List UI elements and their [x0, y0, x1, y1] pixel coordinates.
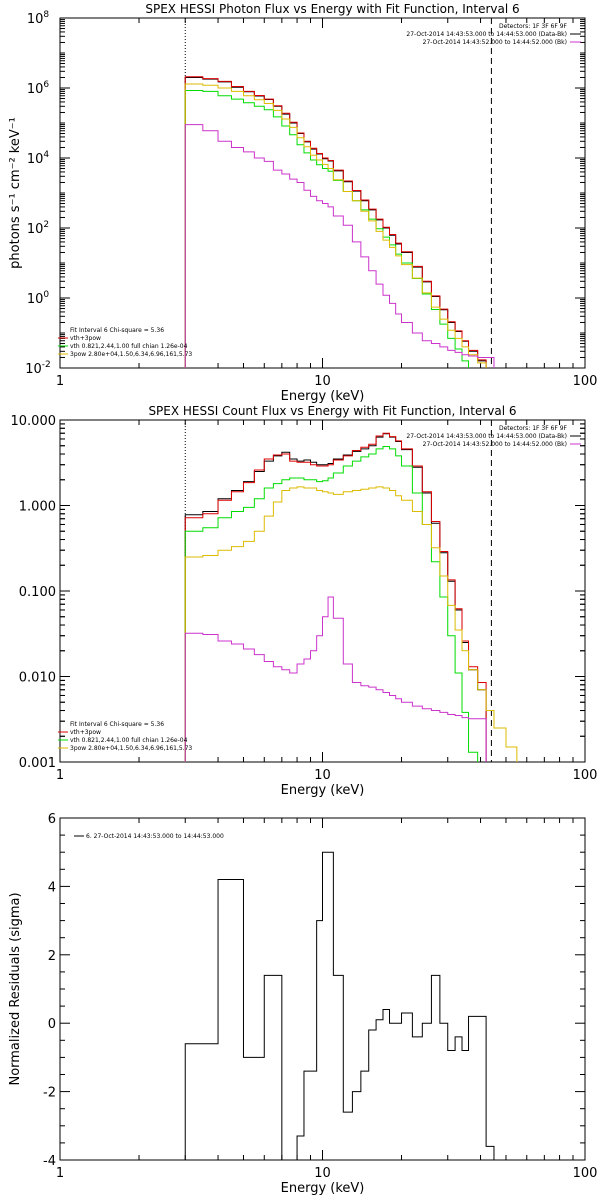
chart-panel-1: 1 10 100 0.001 0.010 0.100 1.000 10.000 SPEX HES…	[11, 404, 598, 798]
plot-frame	[59, 419, 586, 763]
legend-entry: 27-Oct-2014 14:43:53.000 to 14:44:53.000…	[406, 31, 567, 38]
x-tick-label: 100	[573, 374, 598, 389]
legend-entry: 6. 27-Oct-2014 14:43:53.000 to 14:44:53.…	[86, 833, 224, 840]
plot-area	[184, 18, 495, 368]
y-tick-label: 1.000	[19, 500, 56, 515]
y-tick-label: 2	[48, 949, 56, 964]
y-axis-label: photons s⁻¹ cm⁻² keV⁻¹	[8, 117, 23, 269]
x-axis-label: Energy (keV)	[281, 783, 365, 798]
y-tick-label: 106	[27, 80, 50, 97]
y-tick-label: 0	[48, 1017, 56, 1032]
x-axis-label: Energy (keV)	[281, 389, 365, 404]
y-tick-label: 10-2	[25, 360, 51, 377]
chart-panel-2: 1 10 100 -4 -2 0 2 4 6 Energy (keV) Normalized Res…	[8, 812, 597, 1196]
series-line-3	[184, 486, 518, 762]
legend-entry: 27-Oct-2014 14:43:52.000 to 14:44:52.000…	[423, 441, 567, 448]
x-tick-label: 1	[56, 1166, 64, 1181]
series-line-2	[184, 89, 470, 368]
x-tick-label: 100	[573, 768, 598, 783]
y-axis-label: Normalized Residuals (sigma)	[8, 892, 23, 1085]
series-line-4	[184, 124, 495, 368]
chart-panel-0: 1 10 100 10-2 100 102 104 106 108 SPEX HESSI Phot…	[8, 2, 597, 404]
series-line-0	[184, 433, 487, 762]
plot-area	[184, 420, 518, 762]
y-tick-label: 102	[27, 220, 49, 237]
series-line-0	[184, 851, 495, 1160]
legend-entry: vth+3pow	[70, 335, 101, 342]
x-tick-label: 1	[56, 768, 64, 783]
legend-entry: 3pow 2.80e+04,1.50,6.34,6.96,161,5.73	[70, 351, 192, 358]
legend-entry: Fit Interval 6 Chi-square = 5.36	[70, 721, 164, 728]
x-tick-label: 10	[314, 1166, 331, 1181]
legend-entry: Fit Interval 6 Chi-square = 5.36	[70, 327, 164, 334]
x-tick-label: 10	[314, 768, 331, 783]
legend-entry: 27-Oct-2014 14:43:52.000 to 14:44:52.000…	[423, 39, 567, 46]
legend-entry: 27-Oct-2014 14:43:53.000 to 14:44:53.000…	[406, 433, 567, 440]
y-tick-label: 0.010	[19, 671, 56, 686]
y-tick-label: -4	[43, 1154, 56, 1169]
x-tick-label: 10	[314, 374, 331, 389]
y-tick-label: 0.100	[19, 585, 56, 600]
legend-entry: vth 0.821,2.44,1.00 full chian 1.26e-04	[70, 737, 188, 744]
y-tick-label: 100	[27, 290, 50, 307]
chart-title: SPEX HESSI Photon Flux vs Energy with Fi…	[145, 2, 519, 16]
x-tick-label: 100	[573, 1166, 598, 1181]
plot-area	[184, 851, 495, 1160]
y-tick-label: -2	[43, 1086, 56, 1101]
y-tick-label: 0.001	[19, 756, 56, 771]
legend-entry: Detectors: 1F 3F 6F 9F	[499, 23, 568, 30]
x-axis-label: Energy (keV)	[281, 1181, 365, 1196]
legend-entry: vth+3pow	[70, 729, 101, 736]
y-tick-label: 6	[48, 812, 56, 827]
y-tick-label: 108	[27, 10, 50, 27]
series-line-4	[184, 596, 487, 762]
series-line-1	[184, 432, 487, 762]
plot-frame	[59, 17, 586, 369]
series-line-2	[184, 445, 479, 762]
x-tick-label: 1	[56, 374, 64, 389]
y-tick-label: 10.000	[11, 414, 57, 429]
series-line-3	[184, 83, 487, 368]
y-tick-label: 104	[27, 150, 50, 167]
legend-entry: 3pow 2.80e+04,1.50,6.34,6.96,161,5.73	[70, 745, 192, 752]
legend-entry: vth 0.821,2.44,1.00 full chian 1.26e-04	[70, 343, 188, 350]
legend-entry: Detectors: 1F 3F 6F 9F	[499, 425, 568, 432]
chart-title: SPEX HESSI Count Flux vs Energy with Fit…	[148, 404, 516, 418]
y-tick-label: 4	[48, 880, 56, 895]
